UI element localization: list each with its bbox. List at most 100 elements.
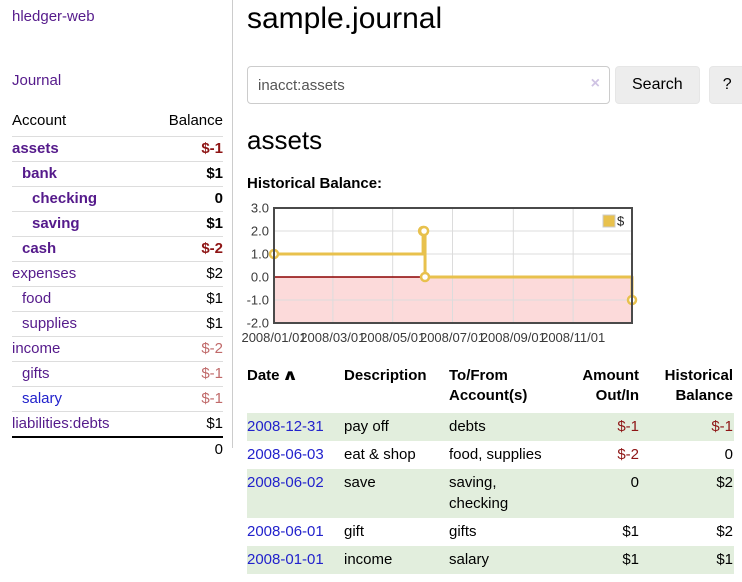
svg-text:2008/11/01: 2008/11/01 xyxy=(541,330,605,345)
svg-text:2008/05/01: 2008/05/01 xyxy=(360,330,425,345)
register-header-accounts: To/From Account(s) xyxy=(449,367,528,405)
svg-text:2.0: 2.0 xyxy=(251,224,269,239)
account-row: salary $-1 xyxy=(12,386,223,412)
register-date-link[interactable]: 2008-06-02 xyxy=(247,473,324,491)
register-description: eat & shop xyxy=(344,445,416,463)
svg-text:3.0: 3.0 xyxy=(251,201,269,216)
svg-text:1.0: 1.0 xyxy=(251,247,269,262)
historical-balance-chart: 3.0 2.0 1.0 0.0 -1.0 -2.0 2008/01/01 2008/03/01… xyxy=(241,201,639,345)
accounts-total-spacer xyxy=(12,436,148,462)
account-row: gifts $-1 xyxy=(12,361,223,387)
search-input[interactable] xyxy=(247,66,610,104)
account-link[interactable]: bank xyxy=(22,165,58,182)
register-date-link[interactable]: 2008-01-01 xyxy=(247,550,324,568)
account-row: liabilities:debts $1 xyxy=(12,411,223,437)
svg-text:0.0: 0.0 xyxy=(251,270,269,285)
balance-chart-canvas: 3.0 2.0 1.0 0.0 -1.0 -2.02008/01/012008/03/01… xyxy=(241,201,638,345)
register-header-description: Description xyxy=(344,367,427,384)
account-heading: assets xyxy=(247,125,323,155)
account-row: bank $1 xyxy=(12,161,223,187)
account-row: cash $-2 xyxy=(12,236,223,262)
account-link[interactable]: gifts xyxy=(22,365,50,382)
table-row: 2008-06-01 gift gifts $1 $2 xyxy=(247,518,734,546)
account-row: checking 0 xyxy=(12,186,223,212)
register-description: income xyxy=(344,550,393,568)
clear-search-icon[interactable]: × xyxy=(590,75,600,92)
account-link[interactable]: cash xyxy=(22,240,57,257)
register-balance: $2 xyxy=(716,522,733,540)
register-amount: $-1 xyxy=(617,417,639,435)
account-link[interactable]: salary xyxy=(22,390,63,407)
register-table: Date ∧ Description To/From Account(s) Amo… xyxy=(247,364,734,574)
register-accounts: salary xyxy=(449,550,490,568)
search-bar: × Search ? xyxy=(247,66,742,104)
register-description: pay off xyxy=(344,417,389,435)
help-button[interactable]: ? xyxy=(708,66,742,104)
accounts-total-value: 0 xyxy=(147,436,223,462)
account-balance: 0 xyxy=(147,186,223,212)
register-accounts: debts xyxy=(449,417,486,435)
register-amount: $1 xyxy=(622,550,639,568)
table-row: 2008-06-02 save saving, checking 0 $2 xyxy=(247,468,734,518)
accounts-table: Account Balance assets $-1 bank $1 checking 0… xyxy=(12,110,223,462)
register-date-link[interactable]: 2008-12-31 xyxy=(247,417,324,435)
register-description: gift xyxy=(344,522,365,540)
account-link[interactable]: expenses xyxy=(12,265,77,282)
account-balance: $-1 xyxy=(147,361,223,387)
account-row: income $-2 xyxy=(12,336,223,362)
account-balance: $2 xyxy=(147,261,223,287)
chart-legend-label: $ xyxy=(617,214,625,229)
register-date-link[interactable]: 2008-06-03 xyxy=(247,445,324,463)
account-link[interactable]: supplies xyxy=(22,315,78,332)
accounts-header-row: Account Balance xyxy=(12,110,223,137)
table-row: 2008-12-31 pay off debts $-1 $-1 xyxy=(247,412,734,441)
register-balance: $2 xyxy=(716,473,733,491)
accounts-header-balance: Balance xyxy=(168,112,223,129)
account-balance: $1 xyxy=(147,161,223,187)
account-row: expenses $2 xyxy=(12,261,223,287)
account-link[interactable]: food xyxy=(22,290,52,307)
table-row: 2008-01-01 income salary $1 $1 xyxy=(247,545,734,574)
search-button[interactable]: Search xyxy=(615,66,700,104)
register-header-date[interactable]: Date ∧ xyxy=(247,364,344,413)
register-amount: $-2 xyxy=(617,445,639,463)
sidebar-item-journal[interactable]: Journal xyxy=(12,72,62,89)
svg-text:-2.0: -2.0 xyxy=(247,316,269,331)
register-description: save xyxy=(344,473,376,491)
account-balance: $-1 xyxy=(147,386,223,412)
account-link[interactable]: saving xyxy=(32,215,80,232)
account-link[interactable]: assets xyxy=(12,140,59,157)
account-row: assets $-1 xyxy=(12,136,223,162)
sidebar: hledger-web Journal Account Balance asse… xyxy=(0,0,233,462)
register-accounts: gifts xyxy=(449,522,477,540)
account-link[interactable]: liabilities:debts xyxy=(12,415,110,432)
account-balance: $-2 xyxy=(147,236,223,262)
chart-label: Historical Balance: xyxy=(247,175,383,192)
register-date-link[interactable]: 2008-06-01 xyxy=(247,522,324,540)
register-amount: 0 xyxy=(630,473,639,491)
main-content: sample.journal × Search ? assets Histori… xyxy=(233,0,742,574)
svg-text:2008/01/01: 2008/01/01 xyxy=(241,330,306,345)
register-balance: $-1 xyxy=(711,417,733,435)
svg-text:2008/07/01: 2008/07/01 xyxy=(420,330,485,345)
account-link[interactable]: income xyxy=(12,340,61,357)
register-accounts: food, supplies xyxy=(449,445,542,463)
account-balance: $1 xyxy=(147,211,223,237)
sort-ascending-icon: ∧ xyxy=(281,367,298,384)
account-balance: $-1 xyxy=(147,136,223,162)
account-balance: $1 xyxy=(147,411,223,437)
search-box: × xyxy=(247,66,610,104)
account-row: saving $1 xyxy=(12,211,223,237)
register-header-row: Date ∧ Description To/From Account(s) Amo… xyxy=(247,364,734,413)
accounts-total-row: 0 xyxy=(12,436,223,462)
register-header-amount: Amount Out/In xyxy=(582,367,639,405)
register-balance: 0 xyxy=(724,445,733,463)
svg-text:2008/09/01: 2008/09/01 xyxy=(481,330,546,345)
brand-link[interactable]: hledger-web xyxy=(12,8,95,25)
page-title: sample.journal xyxy=(247,2,443,35)
account-balance: $1 xyxy=(147,311,223,337)
account-link[interactable]: checking xyxy=(32,190,98,207)
register-accounts: saving, checking xyxy=(449,473,509,512)
svg-text:2008/03/01: 2008/03/01 xyxy=(300,330,365,345)
